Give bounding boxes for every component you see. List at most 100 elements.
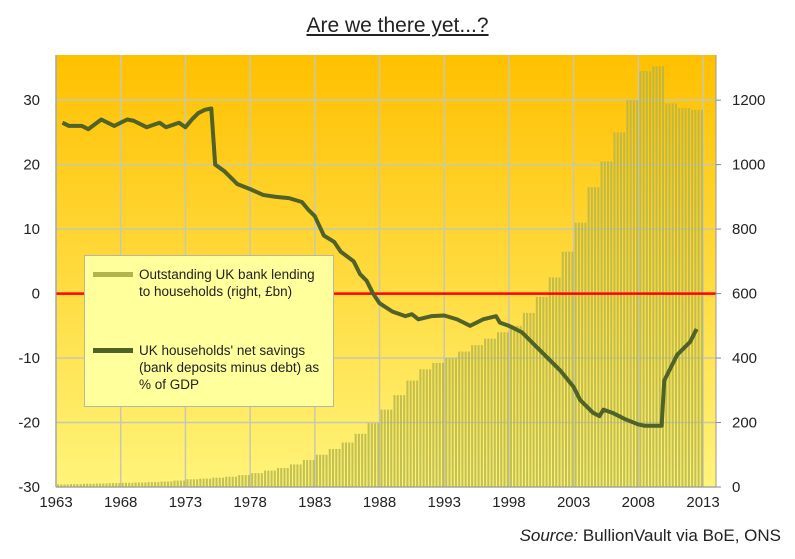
lending-bar — [577, 222, 580, 487]
lending-bar — [364, 433, 367, 487]
lending-bar — [464, 351, 467, 487]
lending-bar — [273, 470, 276, 487]
lending-bar — [406, 380, 409, 487]
lending-bar — [432, 362, 435, 487]
lending-bar — [419, 369, 422, 487]
legend-item-savings: UK households' net savings (bank deposit… — [93, 342, 334, 393]
lending-bar — [380, 409, 383, 487]
right-y-tick-label: 1200 — [732, 92, 765, 109]
lending-bar — [186, 479, 189, 487]
x-tick-label: 1998 — [492, 494, 525, 511]
lending-bar — [678, 108, 681, 487]
savings-series-line — [61, 106, 699, 428]
lending-bar — [222, 477, 225, 487]
lending-bar — [341, 442, 344, 487]
lending-bar — [377, 423, 380, 487]
lending-bar — [95, 483, 98, 487]
lending-bar — [393, 395, 396, 487]
lending-bar — [357, 433, 360, 487]
lending-bar — [564, 251, 567, 487]
lending-bar — [429, 369, 432, 487]
right-y-tick-label: 1000 — [732, 157, 765, 174]
x-tick-label: 1968 — [104, 494, 137, 511]
lending-bar — [409, 380, 412, 487]
left-y-tick-label: 0 — [32, 286, 40, 303]
lending-bar — [302, 459, 305, 487]
lending-bar — [480, 345, 483, 487]
lending-bar — [506, 332, 509, 487]
left-y-tick-label: -30 — [18, 479, 40, 496]
lending-bar — [694, 109, 697, 487]
lending-bar — [600, 161, 603, 487]
lending-bar — [487, 338, 490, 487]
lending-bar — [202, 478, 205, 487]
lending-bar — [454, 358, 457, 487]
lending-bar — [154, 482, 157, 487]
lending-bar — [542, 296, 545, 487]
lending-bar — [312, 459, 315, 487]
lending-bar — [141, 482, 144, 487]
source-text: BullionVault via BoE, ONS — [578, 526, 781, 545]
lending-bar — [668, 103, 671, 487]
lending-bar — [128, 482, 131, 487]
lending-bar — [118, 483, 121, 487]
lending-bar — [179, 480, 182, 487]
left-y-tick-label: 30 — [23, 92, 40, 109]
lending-bar — [396, 395, 399, 487]
x-tick-label: 2013 — [686, 494, 719, 511]
lending-bar — [458, 351, 461, 487]
lending-bar — [435, 362, 438, 487]
lending-bar — [681, 108, 684, 487]
lending-bar — [412, 380, 415, 487]
lending-bar — [374, 423, 377, 487]
lending-bar — [503, 332, 506, 487]
lending-bar — [105, 483, 108, 487]
lending-bar — [257, 473, 260, 487]
lending-bar — [574, 222, 577, 487]
lending-bar — [57, 484, 60, 487]
lending-bar — [370, 423, 373, 487]
lending-bar — [131, 482, 134, 487]
lending-bar — [597, 187, 600, 487]
lending-bar — [89, 483, 92, 487]
legend-swatch-lending — [93, 272, 133, 277]
lending-bar — [471, 345, 474, 487]
lending-bar — [387, 409, 390, 487]
lending-bar — [231, 476, 234, 487]
lending-bar — [251, 473, 254, 487]
lending-bar — [150, 482, 153, 487]
lending-bar — [115, 483, 118, 487]
lending-bar — [691, 109, 694, 487]
legend-item-lending: Outstanding UK bank lending to household… — [93, 266, 329, 300]
lending-bar — [280, 467, 283, 487]
lending-bar — [500, 332, 503, 487]
lending-bar — [124, 482, 127, 487]
lending-bar — [157, 482, 160, 487]
lending-bar — [176, 480, 179, 487]
lending-bar — [60, 484, 63, 487]
lending-bar — [607, 161, 610, 487]
lending-bar — [513, 325, 516, 487]
lending-bar — [299, 464, 302, 487]
lending-bar — [581, 222, 584, 487]
lending-bar — [490, 338, 493, 487]
lending-bar — [241, 475, 244, 487]
right-y-tick-label: 800 — [732, 221, 757, 238]
lending-bar — [322, 454, 325, 487]
lending-bar — [584, 222, 587, 487]
lending-bar — [493, 338, 496, 487]
lending-bar — [199, 478, 202, 487]
lending-bar — [335, 448, 338, 487]
lending-bar — [548, 277, 551, 487]
lending-bar — [448, 358, 451, 487]
lending-bar — [112, 483, 115, 487]
lending-bar — [183, 480, 186, 487]
lending-bar — [555, 277, 558, 487]
lending-bar — [79, 484, 82, 487]
lending-bar — [234, 476, 237, 487]
lending-bar — [167, 481, 170, 487]
lending-bar — [147, 482, 150, 487]
lending-bar — [189, 479, 192, 487]
lending-bar — [277, 467, 280, 487]
lending-bar — [108, 483, 111, 487]
